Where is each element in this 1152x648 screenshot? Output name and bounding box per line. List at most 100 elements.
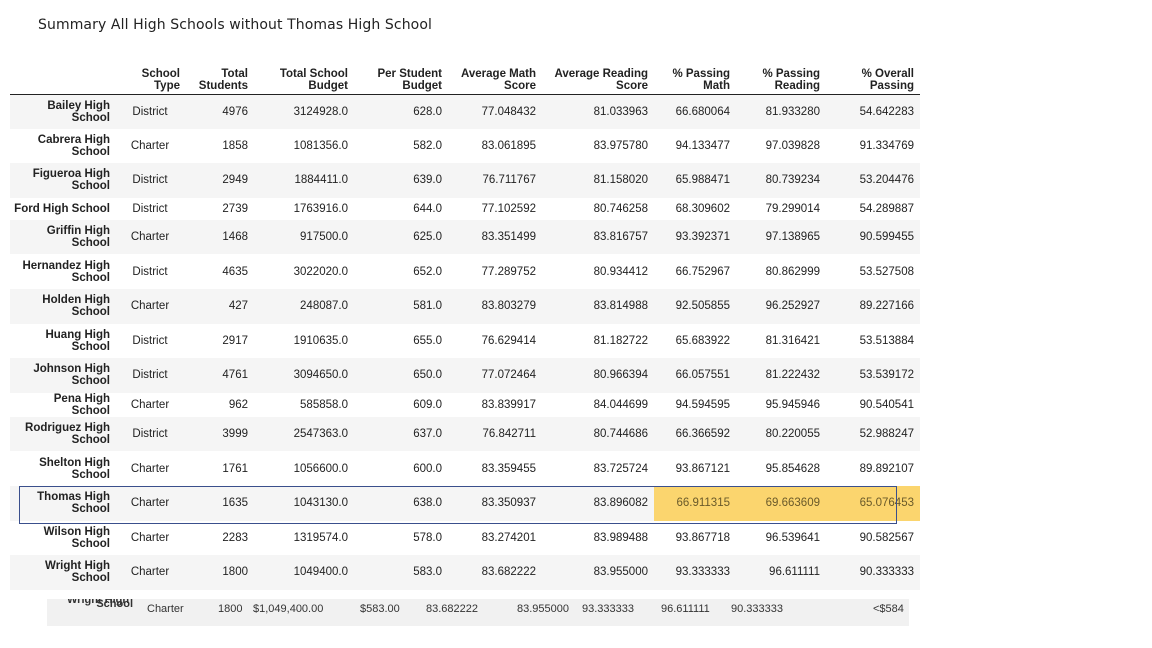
school-name-line: Holden High [42,294,110,307]
table-cell: 83.682222 [481,566,536,579]
table-cell: 80.934412 [593,265,648,278]
table-cell: District [132,202,168,215]
table-cell: 3094650.0 [293,369,348,382]
table-cell: 644.0 [413,202,442,215]
table-cell: District [132,174,168,187]
table-row: Griffin High School Charter 1468 917500.0 625… [10,219,920,255]
school-name-line: School [71,271,110,284]
table-cell: District [132,428,168,441]
table-cell: 1884411.0 [294,174,348,187]
row-school-name: Thomas High School [10,486,116,521]
table-cell: District [132,369,168,382]
school-name-line: School [71,537,110,550]
fragment-reading: 83.955000 [517,603,569,615]
column-header: Total Students [186,63,254,95]
table-cell: 4761 [222,369,248,382]
table-cell: 93.867121 [675,462,730,475]
table-cell: 917500.0 [300,231,348,244]
column-header: Average Reading Score [542,63,654,95]
table-cell: 66.911315 [654,485,736,521]
row-school-name: Ford High School [10,198,116,220]
table-cell: Charter [130,462,170,475]
table-cell: 1800 [222,566,248,579]
table-row: Huang High School District 2917 1910635.0 655… [10,324,920,359]
table-cell: 53.204476 [859,174,914,187]
table-cell: 1910635.0 [293,334,348,347]
column-header-line: Passing [869,79,914,92]
row-school-name: Wright High School [10,555,116,590]
table-cell: 80.966394 [593,369,648,382]
school-name-line: School [71,306,110,319]
school-name-line: Griffin High [46,225,110,238]
column-header-line: Per Student [377,67,442,80]
table-cell: 2949 [222,174,248,187]
table-body: Bailey High School District 4976 3124928.0 62… [10,94,920,590]
school-name-line: Johnson High [33,363,110,376]
school-name-line: Rodriguez High [25,422,110,435]
table-cell: 81.933280 [765,105,820,118]
table-cell: 52.988247 [859,428,914,441]
column-header-line: Type [154,79,180,92]
table-cell: 83.814988 [593,300,648,313]
table-cell: 1319574.0 [293,531,348,544]
school-name-line: School [71,340,110,353]
table-cell: Charter [130,398,170,411]
table-cell: 83.816757 [593,231,648,244]
row-school-name: Pena High School [10,393,116,417]
column-header-line: % Passing [762,67,820,80]
row-school-name: Holden High School [10,289,116,324]
table-cell: 96.539641 [765,531,820,544]
table-row: Thomas High School Charter 1635 1043130.0 638… [10,485,920,521]
table-cell: 1761 [222,462,248,475]
table-cell: 83.061895 [481,139,536,152]
table-cell: 83.351499 [481,231,536,244]
table-cell: 1081356.0 [293,139,348,152]
table-cell: 90.599455 [859,231,914,244]
fragment-type: Charter [147,603,184,615]
table-cell: 81.158020 [593,174,648,187]
table-cell: 83.274201 [481,531,536,544]
school-name-line: Cabrera High [37,133,110,146]
fragment-bin: <$584 [873,603,904,615]
table-cell: 77.048432 [481,105,536,118]
table-cell: 638.0 [413,497,442,510]
row-school-name: Wilson High School [10,521,116,556]
summary-table: School Type Total Students Total School Budge… [10,63,920,590]
school-name-line: Ford High School [14,202,110,215]
row-school-name: Shelton High School [10,451,116,486]
table-cell: 625.0 [413,231,442,244]
table-cell: 66.680064 [675,105,730,118]
row-school-name: Bailey High School [10,94,116,129]
table-cell: 1635 [222,497,248,510]
column-header: % Overall Passing [826,63,920,95]
school-name-line: School [71,180,110,193]
table-cell: 652.0 [413,265,442,278]
column-header: School Type [116,63,186,95]
table-cell: Charter [130,231,170,244]
table-cell: 962 [228,398,248,411]
table-cell: 2739 [222,202,248,215]
column-header-line: Score [504,79,536,92]
table-cell: 66.752967 [675,265,730,278]
table-cell: 96.611111 [769,566,820,579]
table-cell: Charter [130,139,170,152]
column-header-line: School [141,67,180,80]
table-cell: 639.0 [413,174,442,187]
fragment-math: 83.682222 [426,603,478,615]
column-header-line: Budget [402,79,442,92]
table-cell: 68.309602 [675,202,730,215]
table-cell: 1056600.0 [293,462,348,475]
school-name-line: School [71,503,110,516]
table-cell: 83.989488 [593,531,648,544]
table-cell: 2547363.0 [293,428,348,441]
fragment-budget: $1,049,400.00 [253,603,324,615]
fragment-name-bottom: School [96,599,133,610]
column-header-line: Budget [308,79,348,92]
table-cell: 81.033963 [593,105,648,118]
table-cell: 76.629414 [481,334,536,347]
school-name-line: Figueroa High [32,168,110,181]
table-row: Holden High School Charter 427 248087.0 581.0… [10,288,920,324]
school-name-line: Hernandez High [22,259,110,272]
table-cell: District [132,105,168,118]
table-cell: 53.527508 [859,265,914,278]
